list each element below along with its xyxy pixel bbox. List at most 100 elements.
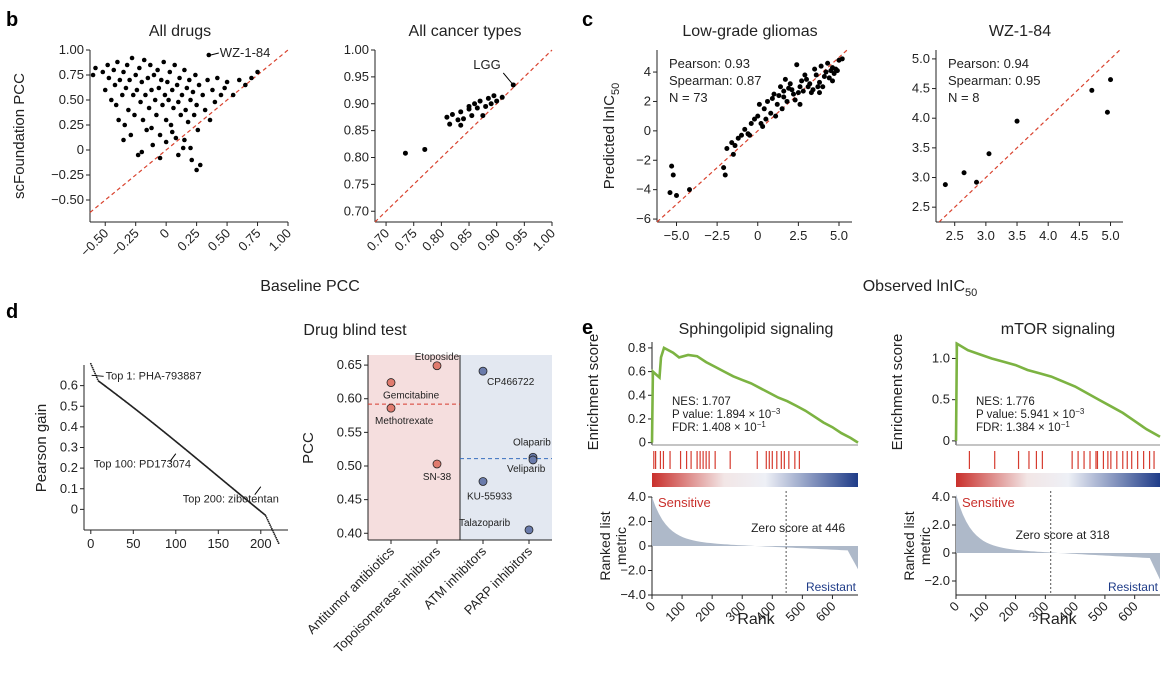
d1-ytick-label: 0.4 xyxy=(60,419,78,434)
c2-stat: Pearson: 0.94 xyxy=(948,56,1029,71)
e1-rank-ytick-label: −2.0 xyxy=(620,563,646,578)
c1-point xyxy=(779,106,785,112)
d2-ytick-label: 0.50 xyxy=(337,458,362,473)
b2-annotation: LGG xyxy=(473,57,500,72)
d1-point xyxy=(265,515,267,518)
c1-chart: −6 −4 −2 0 2 4 −5.0 −2.5 0 2.5 5.0 Low-grade glioma… xyxy=(601,23,852,243)
c2-point xyxy=(974,179,980,185)
c1-point xyxy=(778,84,783,90)
c1-point xyxy=(722,172,728,178)
b1-point xyxy=(157,155,163,161)
d2-point-label: Methotrexate xyxy=(375,416,434,427)
d1-point xyxy=(270,526,272,528)
c1-ytick-label: −2 xyxy=(636,152,651,167)
b1-point xyxy=(202,107,208,113)
c1-point xyxy=(817,79,822,85)
c1-point xyxy=(818,63,824,69)
e2-zero-score-label: Zero score at 318 xyxy=(1016,528,1110,542)
b1-ytick-label: 0 xyxy=(77,142,84,157)
e1-xtick-label: 500 xyxy=(783,599,809,625)
b1-point xyxy=(143,92,148,98)
e1-zero-score-label: Zero score at 446 xyxy=(751,521,845,535)
b2-ytick-label: 1.00 xyxy=(344,42,369,57)
b1-point xyxy=(166,97,171,103)
c1-point xyxy=(795,90,801,96)
b2-ytick-label: 0.95 xyxy=(344,69,369,84)
b1-y-label: scFoundation PCC xyxy=(11,73,28,199)
e2-ranked-label-1: Ranked list xyxy=(901,511,917,580)
c2-stat: N = 8 xyxy=(948,90,979,105)
d1-ytick-label: 0.3 xyxy=(60,440,78,455)
b1-point xyxy=(90,72,96,78)
c1-ytick-label: −6 xyxy=(636,211,651,226)
c1-point xyxy=(799,78,805,84)
b1-point xyxy=(191,112,197,118)
b1-point xyxy=(210,87,215,93)
c2-point xyxy=(986,151,992,157)
b1-point xyxy=(255,69,260,75)
b1-point xyxy=(116,117,121,123)
b1-point xyxy=(193,72,198,78)
b1-point xyxy=(132,112,137,118)
b1-point xyxy=(188,97,193,103)
c2-point xyxy=(1014,118,1020,124)
c1-point xyxy=(760,123,766,129)
d-title: Drug blind test xyxy=(303,322,407,339)
e1-chart: 0 0.2 0.4 0.6 0.8 Sphingolipid signaling Enric… xyxy=(585,321,859,625)
b2-xtick-label: 0.85 xyxy=(447,226,476,255)
e2-ytick-label: 1.0 xyxy=(932,350,950,365)
c1-point xyxy=(784,98,790,104)
d1-xtick-label: 150 xyxy=(207,536,229,551)
b1-point xyxy=(177,75,182,81)
b1-ytick-label: 0.25 xyxy=(59,117,84,132)
d1-annotation: Top 100: PD173074 xyxy=(94,459,191,471)
b1-point xyxy=(152,97,158,103)
c1-point xyxy=(773,113,779,119)
b1-point xyxy=(179,92,185,98)
b1-point xyxy=(195,127,201,133)
d1-point xyxy=(272,531,275,534)
c1-point xyxy=(729,140,735,146)
c1-y-label: Predicted lnIC50 xyxy=(601,83,622,189)
c2-point xyxy=(1104,109,1110,115)
c1-point xyxy=(823,69,829,75)
b1-point xyxy=(123,85,129,91)
b1-point xyxy=(169,129,175,135)
panel-letter-b: b xyxy=(6,9,18,31)
c1-ytick-label: 4 xyxy=(644,64,651,79)
b1-point xyxy=(212,99,218,105)
b1-title: All drugs xyxy=(149,23,211,40)
e1-stat: P value: 1.894 × 10−3 xyxy=(672,407,781,421)
c1-point xyxy=(800,88,806,94)
d1-point xyxy=(267,520,270,523)
b2-point xyxy=(458,109,464,115)
b1-point xyxy=(93,65,98,71)
b1-point xyxy=(163,117,169,123)
b1-point xyxy=(105,62,110,68)
e2-title: mTOR signaling xyxy=(1001,321,1115,338)
d1-point xyxy=(270,527,273,530)
b1-point xyxy=(135,152,141,158)
d2-point-label: Olaparib xyxy=(513,437,551,448)
b1-annotation-leader xyxy=(210,52,219,56)
c2-xtick-label: 4.0 xyxy=(1039,228,1057,243)
b2-xtick-label: 0.95 xyxy=(502,226,531,255)
b2-xtick-label: 0.75 xyxy=(391,226,420,255)
b2-ytick-label: 0.90 xyxy=(344,96,369,111)
d1-point xyxy=(265,517,268,519)
d2-group-bg-blue xyxy=(460,355,552,540)
b1-point xyxy=(163,139,169,145)
c1-point xyxy=(674,193,679,199)
b1-point xyxy=(100,69,106,75)
b1-point xyxy=(189,157,195,163)
c1-point xyxy=(787,81,793,87)
c2-xtick-label: 3.0 xyxy=(977,228,995,243)
c1-point xyxy=(808,90,814,96)
e2-y-label: Enrichment score xyxy=(889,334,906,451)
d2-ytick-label: 0.65 xyxy=(337,357,362,372)
c2-ytick-label: 3.5 xyxy=(912,140,930,155)
e1-xtick-label: 0 xyxy=(642,599,658,615)
c1-point xyxy=(802,72,808,78)
c1-xtick-label: 0 xyxy=(754,228,761,243)
